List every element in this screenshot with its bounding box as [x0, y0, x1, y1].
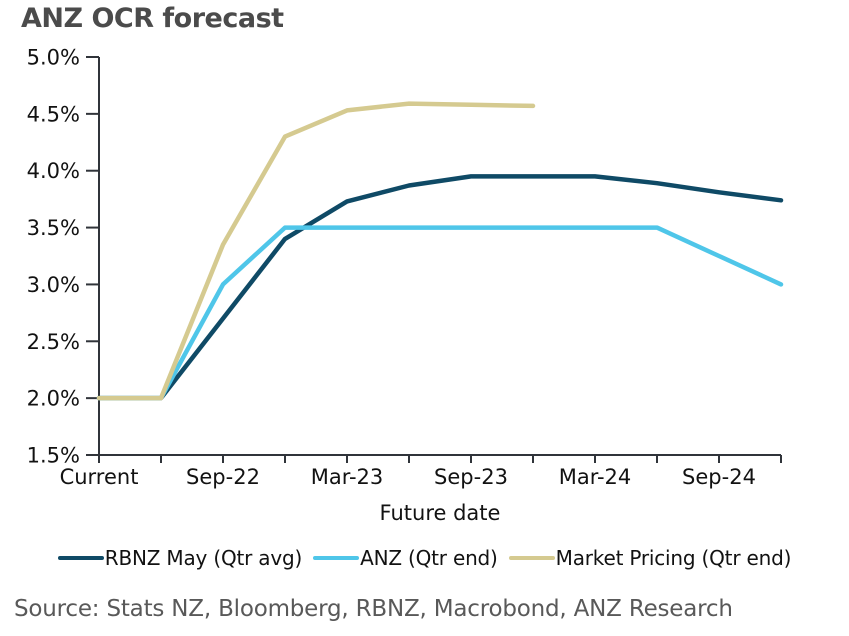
chart-title: ANZ OCR forecast	[21, 3, 284, 34]
legend-swatch-market-pricing-icon	[508, 555, 555, 561]
y-tick-label: 2.0%	[27, 387, 80, 411]
series-line-rbnz-may-qtr-avg	[96, 174, 784, 401]
series-line-market-pricing-qtr-end	[96, 101, 536, 401]
x-tick-label: Sep-23	[434, 465, 508, 489]
x-tick-label: Mar-23	[311, 465, 384, 489]
legend-swatch-anz-icon	[313, 555, 360, 561]
x-tick-label: Sep-24	[682, 465, 756, 489]
y-tick-label: 5.0%	[27, 46, 80, 70]
legend-swatch-rbnz-may-icon	[57, 555, 104, 561]
y-tick-label: 2.5%	[27, 330, 80, 354]
y-tick-label: 1.5%	[27, 444, 80, 468]
legend-item-rbnz-may: RBNZ May (Qtr avg)	[57, 546, 303, 570]
series-line-anz-qtr-end	[96, 225, 784, 401]
chart-legend: RBNZ May (Qtr avg) ANZ (Qtr end) Market …	[0, 544, 849, 572]
legend-label-market-pricing: Market Pricing (Qtr end)	[555, 546, 792, 570]
legend-item-market-pricing: Market Pricing (Qtr end)	[508, 546, 792, 570]
x-tick-label: Mar-24	[559, 465, 632, 489]
y-tick-label: 3.5%	[27, 216, 80, 240]
legend-item-anz: ANZ (Qtr end)	[313, 546, 498, 570]
y-tick-label: 4.0%	[27, 159, 80, 183]
y-tick-label: 4.5%	[27, 102, 80, 126]
legend-label-anz: ANZ (Qtr end)	[360, 546, 498, 570]
source-attribution: Source: Stats NZ, Bloomberg, RBNZ, Macro…	[14, 596, 733, 622]
legend-label-rbnz-may: RBNZ May (Qtr avg)	[104, 546, 303, 570]
x-axis-title: Future date	[379, 501, 501, 525]
y-tick-label: 3.0%	[27, 273, 80, 297]
x-tick-label: Current	[60, 465, 139, 489]
x-tick-label: Sep-22	[186, 465, 260, 489]
